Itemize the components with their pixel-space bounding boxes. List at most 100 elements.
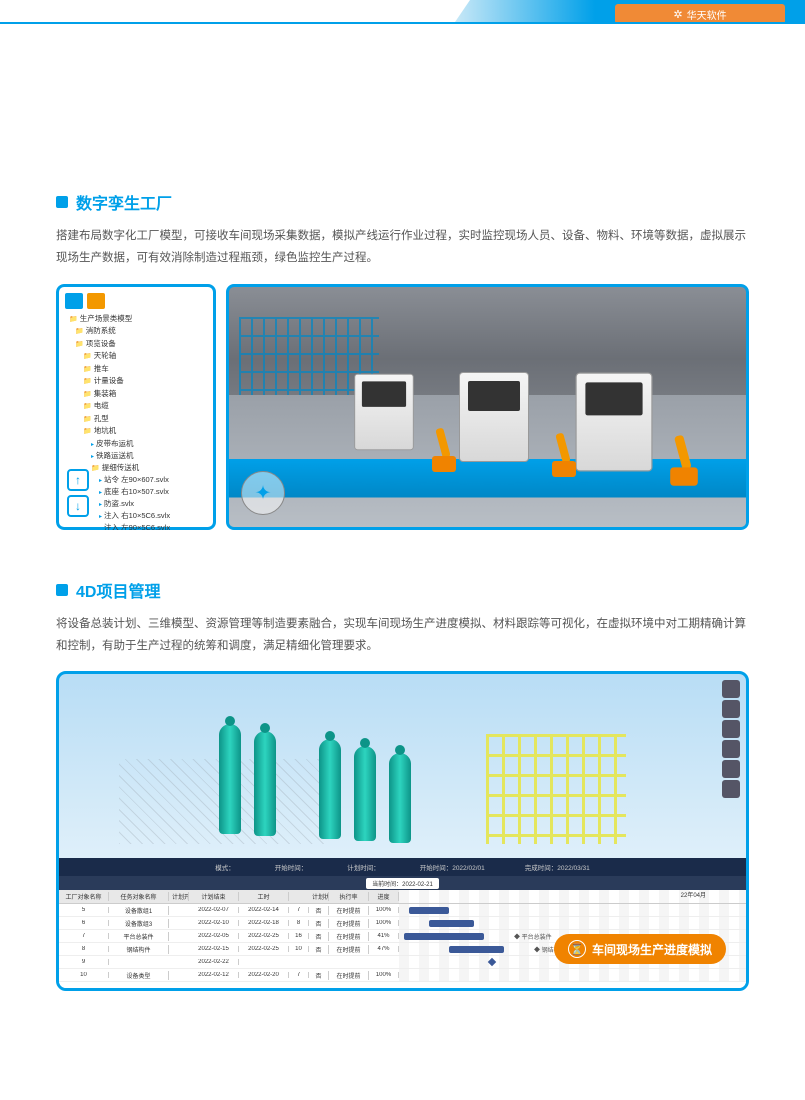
gantt-cell: 8 <box>59 946 109 952</box>
gantt-cell: 100% <box>369 907 399 913</box>
gantt-cell: 5 <box>59 907 109 913</box>
gantt-col-header: 工时 <box>239 892 289 901</box>
gantt-cell: 2022-02-25 <box>239 946 289 952</box>
bullet-icon <box>56 584 68 596</box>
tree-node[interactable]: 推车 <box>69 363 207 376</box>
gantt-header: 模式：开始时间：计划时间：开始时间：2022/02/01完成时间：2022/03… <box>59 858 746 876</box>
tree-node[interactable]: 注入 左90×5C6.svlx <box>69 522 207 530</box>
tree-node[interactable]: 皮带布运机 <box>69 438 207 450</box>
gantt-cell: 100% <box>369 920 399 926</box>
gantt-cell: 平台总装件 <box>109 932 169 941</box>
tool-button[interactable] <box>722 680 740 698</box>
tree-node[interactable]: 提细传送机 <box>69 462 207 475</box>
gantt-header-item: 开始时间： <box>275 862 308 872</box>
progress-badge: 车间现场生产进度模拟 <box>554 934 726 964</box>
home-icon[interactable] <box>65 293 83 309</box>
tree-node[interactable]: 防盗.svlx <box>69 498 207 510</box>
gantt-col-header: 计划状态 <box>309 892 329 901</box>
gantt-col-header: 计划结束 <box>189 892 239 901</box>
gantt-cell: 否 <box>309 971 329 980</box>
gantt-columns: 工厂对象名称任务对象名称计划开始日计划结束工时计划状态执行率进度22年04月 <box>59 890 746 904</box>
tree-node[interactable]: 项览设备 <box>69 338 207 351</box>
gantt-cell: 2022-02-12 <box>189 972 239 978</box>
page-header: ✲ 华天软件 <box>0 0 805 28</box>
tree-node[interactable]: 铁路运送机 <box>69 450 207 462</box>
gantt-cell: 钢结构件 <box>109 945 169 954</box>
logo-icon: ✲ <box>673 8 682 21</box>
gantt-bar-area <box>399 904 746 916</box>
section2-title: 4D项目管理 <box>56 578 749 602</box>
digital-twin-figure: 生产场景类模型消防系统项览设备天轮轴推车计量设备集装箱电缆孔型地坑机皮带布运机铁… <box>56 284 749 530</box>
gantt-cell: 2022-02-18 <box>239 920 289 926</box>
gantt-cell: 7 <box>289 972 309 978</box>
gantt-cell: 100% <box>369 972 399 978</box>
tool-button[interactable] <box>722 760 740 778</box>
tree-node[interactable]: 底座 右10×507.svlx <box>69 486 207 498</box>
tree-node[interactable]: 电缆 <box>69 400 207 413</box>
logo-text: 华天软件 <box>687 7 727 22</box>
arrow-up-icon[interactable]: ↑ <box>67 469 89 491</box>
gantt-row[interactable]: 5设备散组12022-02-072022-02-147否在时提前100% <box>59 904 746 917</box>
tool-button[interactable] <box>722 720 740 738</box>
gantt-cell: 2022-02-20 <box>239 972 289 978</box>
tree-node[interactable]: 计量设备 <box>69 375 207 388</box>
gantt-cell: 47% <box>369 946 399 952</box>
gantt-cell: 2022-02-10 <box>189 920 239 926</box>
current-date: 当前时间：2022-02-21 <box>366 878 439 889</box>
gantt-row[interactable]: 10设备类型 2022-02-122022-02-207否在时提前100% <box>59 969 746 982</box>
tree-panel: 生产场景类模型消防系统项览设备天轮轴推车计量设备集装箱电缆孔型地坑机皮带布运机铁… <box>56 284 216 530</box>
compass-icon[interactable] <box>241 471 285 515</box>
tool-button[interactable] <box>722 740 740 758</box>
gantt-header-item: 计划时间： <box>347 862 380 872</box>
gantt-cell: 在时提前 <box>329 971 369 980</box>
gantt-col-header: 执行率 <box>329 892 369 901</box>
brand-logo: ✲ 华天软件 <box>615 4 785 24</box>
tree-node[interactable]: 消防系统 <box>69 325 207 338</box>
gantt-bar <box>404 933 484 940</box>
gantt-cell: 在时提前 <box>329 919 369 928</box>
gantt-cell: 否 <box>309 906 329 915</box>
gantt-header-item: 模式： <box>215 862 235 872</box>
tree-node[interactable]: 站令 左90×607.svlx <box>69 474 207 486</box>
gantt-cell: 16 <box>289 933 309 939</box>
tool-button[interactable] <box>722 700 740 718</box>
gantt-header-item: 完成时间：2022/03/31 <box>525 862 590 872</box>
tree-node[interactable]: 生产场景类模型 <box>69 313 207 326</box>
storage-tank <box>354 746 376 841</box>
robot-arm <box>667 428 702 486</box>
storage-tank <box>219 724 241 834</box>
arrow-down-icon[interactable]: ↓ <box>67 495 89 517</box>
gantt-col-header: 任务对象名称 <box>109 892 169 901</box>
gantt-cell: 2022-02-15 <box>189 946 239 952</box>
gantt-col-header: 进度 <box>369 892 399 901</box>
project-3d-view[interactable] <box>59 674 746 864</box>
storage-tank <box>389 753 411 843</box>
gantt-cell: 2022-02-25 <box>239 933 289 939</box>
tool-button[interactable] <box>722 780 740 798</box>
gantt-bar-label: ◆ 平台总装件 <box>514 932 552 941</box>
4d-project-figure: 模式：开始时间：计划时间：开始时间：2022/02/01完成时间：2022/03… <box>56 671 749 991</box>
gantt-row[interactable]: 6设备散组32022-02-102022-02-188否在时提前100% <box>59 917 746 930</box>
tree-node[interactable]: 注入 右10×5C6.svlx <box>69 510 207 522</box>
gantt-milestone <box>488 958 496 966</box>
gantt-cell: 8 <box>289 920 309 926</box>
gantt-cell: 在时提前 <box>329 932 369 941</box>
cnc-machine <box>576 372 653 471</box>
tree-node[interactable]: 天轮轴 <box>69 350 207 363</box>
gantt-cell: 7 <box>59 933 109 939</box>
cnc-machine <box>354 373 414 450</box>
section1-title: 数字孪生工厂 <box>56 190 749 214</box>
tree-node[interactable]: 集装箱 <box>69 388 207 401</box>
tree-node[interactable]: 地坑机 <box>69 425 207 438</box>
section2-description: 将设备总装计划、三维模型、资源管理等制造要素融合，实现车间现场生产进度模拟、材料… <box>56 614 749 658</box>
gantt-cell: 2022-02-05 <box>189 933 239 939</box>
folder-icon[interactable] <box>87 293 105 309</box>
section2-heading: 4D项目管理 <box>76 578 160 602</box>
gantt-cell: 10 <box>59 972 109 978</box>
section1-description: 搭建布局数字化工厂模型，可接收车间现场采集数据，模拟产线运行作业过程，实时监控现… <box>56 226 749 270</box>
gantt-cell: 6 <box>59 920 109 926</box>
tree-node[interactable]: 孔型 <box>69 413 207 426</box>
gantt-bar-area <box>399 969 746 981</box>
factory-3d-view[interactable] <box>226 284 749 530</box>
gantt-cell: 设备类型 <box>109 971 169 980</box>
